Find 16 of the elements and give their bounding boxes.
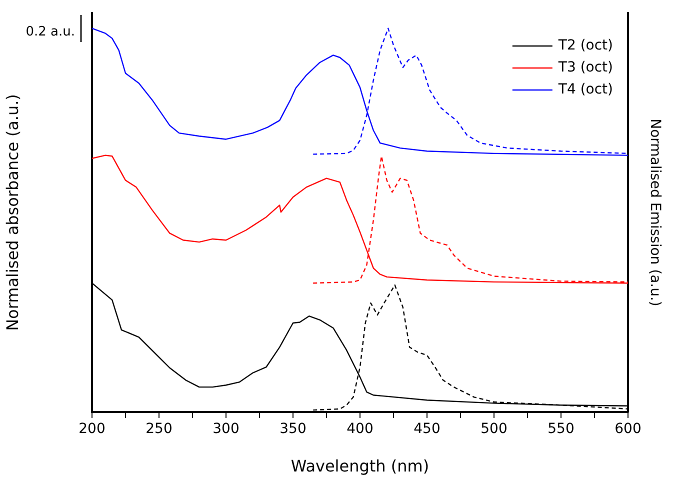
x-tick-label: 200: [78, 421, 106, 438]
x-tick-label: 450: [414, 421, 440, 438]
legend-label: T4 (oct): [557, 82, 614, 98]
y2-axis-title: Normalised Emission (a.u.): [646, 118, 663, 306]
legend-label: T2 (oct): [557, 38, 614, 54]
text: 0.2 a.u.: [26, 24, 75, 40]
x-tick-label: 500: [480, 421, 508, 438]
x-tick-label: 550: [548, 421, 574, 438]
x-axis-title: Wavelength (nm): [290, 456, 430, 476]
x-tick-label: 600: [614, 421, 642, 438]
x-tick-label: 350: [280, 421, 306, 438]
legend-label: T3 (oct): [557, 60, 614, 76]
x-tick-label: 400: [346, 421, 374, 438]
y-axis-title: Normalised absorbance (a.u.): [2, 94, 22, 331]
x-tick-label: 300: [212, 421, 240, 438]
x-tick-label: 250: [146, 421, 172, 438]
